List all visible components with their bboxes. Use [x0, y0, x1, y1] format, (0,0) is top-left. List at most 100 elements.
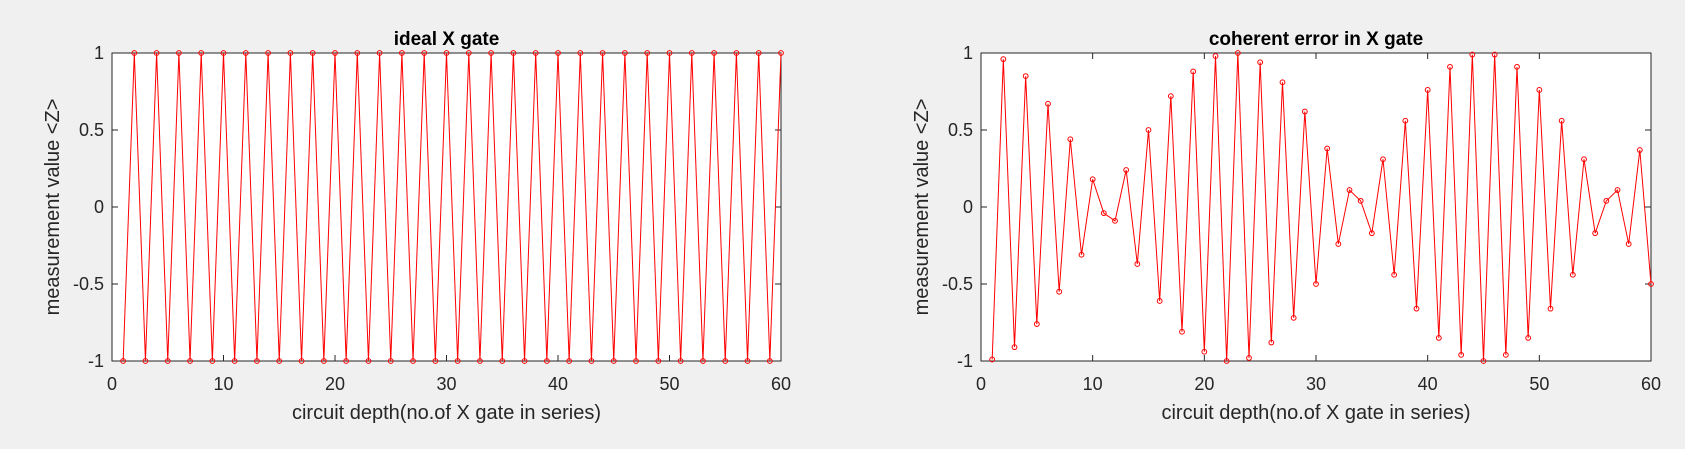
- data-point: [1346, 187, 1353, 193]
- y-tick-label: -1: [88, 351, 104, 371]
- data-point: [677, 358, 684, 364]
- data-point: [722, 358, 729, 364]
- data-point: [1480, 358, 1487, 364]
- data-point: [1089, 176, 1096, 183]
- data-point: [1223, 358, 1230, 364]
- data-point: [320, 358, 327, 364]
- data-point: [588, 358, 595, 364]
- x-tick-label: 50: [1529, 374, 1549, 394]
- data-point: [599, 50, 606, 56]
- data-point: [1000, 56, 1007, 63]
- data-point: [1313, 281, 1319, 287]
- data-point: [1167, 93, 1174, 100]
- y-tick-label: 1: [963, 43, 973, 63]
- data-point: [153, 50, 160, 56]
- data-point: [287, 50, 294, 56]
- data-point: [633, 358, 639, 364]
- data-point: [176, 50, 182, 56]
- data-point: [432, 358, 439, 364]
- data-point: [1156, 298, 1163, 304]
- data-point: [755, 50, 762, 56]
- data-point: [265, 50, 272, 56]
- data-point: [688, 50, 695, 56]
- data-point: [298, 358, 305, 364]
- data-point: [332, 50, 338, 56]
- data-point: [242, 50, 249, 56]
- data-point: [1056, 288, 1063, 295]
- data-point: [1491, 51, 1498, 58]
- y-tick-label: -0.5: [942, 274, 973, 294]
- data-point: [1558, 117, 1565, 124]
- data-point: [1402, 117, 1409, 124]
- data-point: [1268, 339, 1275, 346]
- data-point: [510, 50, 517, 56]
- y-tick-label: 0.5: [79, 120, 104, 140]
- data-point: [1324, 145, 1331, 152]
- y-axis-label: measurement value <Z>: [911, 99, 933, 316]
- data-point: [644, 50, 651, 56]
- x-tick-label: 50: [659, 374, 679, 394]
- data-point: [142, 358, 149, 364]
- x-tick-label: 20: [1194, 374, 1214, 394]
- data-point: [1380, 156, 1386, 163]
- plot-ideal-x-gate: ideal X gate circuit depth(no.of X gate …: [42, 29, 791, 424]
- data-point: [231, 358, 238, 364]
- data-point: [566, 358, 573, 364]
- data-point: [209, 358, 216, 364]
- data-point: [499, 358, 506, 364]
- data-point: [1603, 197, 1610, 204]
- data-point: [131, 50, 138, 56]
- data-point: [1067, 136, 1074, 143]
- data-point: [1123, 167, 1130, 173]
- data-point: [1435, 335, 1442, 341]
- data-point: [454, 358, 461, 364]
- data-point: [1581, 156, 1587, 163]
- y-tick-label: 0: [94, 197, 104, 217]
- x-axis-label: circuit depth(no.of X gate in series): [292, 402, 601, 424]
- data-point: [666, 50, 673, 56]
- data-point: [410, 358, 416, 364]
- data-point: [399, 50, 405, 56]
- data-point: [766, 358, 773, 364]
- data-point: [778, 50, 784, 56]
- data-point: [187, 358, 193, 364]
- data-point: [577, 50, 584, 56]
- data-point: [1636, 147, 1643, 153]
- data-point: [1301, 108, 1308, 115]
- data-point: [1212, 53, 1219, 59]
- data-point: [555, 50, 561, 56]
- y-axis-label: measurement value <Z>: [42, 99, 64, 316]
- x-axis-label: circuit depth(no.of X gate in series): [1161, 402, 1470, 424]
- x-tick-label: 0: [976, 374, 986, 394]
- data-point: [365, 358, 372, 364]
- y-tick-label: 1: [94, 43, 104, 63]
- x-tick-label: 10: [1083, 374, 1103, 394]
- plot-coherent-error: coherent error in X gate circuit depth(n…: [911, 29, 1661, 424]
- data-point: [421, 50, 428, 56]
- data-point: [1022, 73, 1029, 79]
- data-point: [1179, 328, 1185, 335]
- data-point: [1134, 261, 1141, 267]
- data-point: [1458, 351, 1465, 358]
- data-point: [711, 50, 717, 56]
- data-point: [1201, 348, 1208, 355]
- y-tick-label: 0: [963, 197, 973, 217]
- data-point: [1112, 217, 1118, 224]
- series-line: [989, 50, 1654, 364]
- data-point: [120, 358, 127, 364]
- data-point: [1011, 344, 1018, 351]
- x-tick-label: 60: [771, 374, 791, 394]
- data-point: [1033, 321, 1040, 327]
- data-point: [1547, 305, 1554, 312]
- axis-ticks: 0 10 20 30 40 50 60 1 0.5 0 -0.5 -1: [73, 43, 791, 394]
- data-point: [1648, 281, 1654, 287]
- data-point: [387, 358, 394, 364]
- data-point: [1592, 230, 1599, 237]
- data-point: [164, 358, 171, 364]
- data-point: [1290, 314, 1297, 321]
- data-point: [276, 358, 283, 364]
- data-point: [655, 358, 662, 364]
- axes-background: [980, 52, 1652, 362]
- data-point: [1625, 241, 1632, 247]
- data-point: [1335, 241, 1342, 247]
